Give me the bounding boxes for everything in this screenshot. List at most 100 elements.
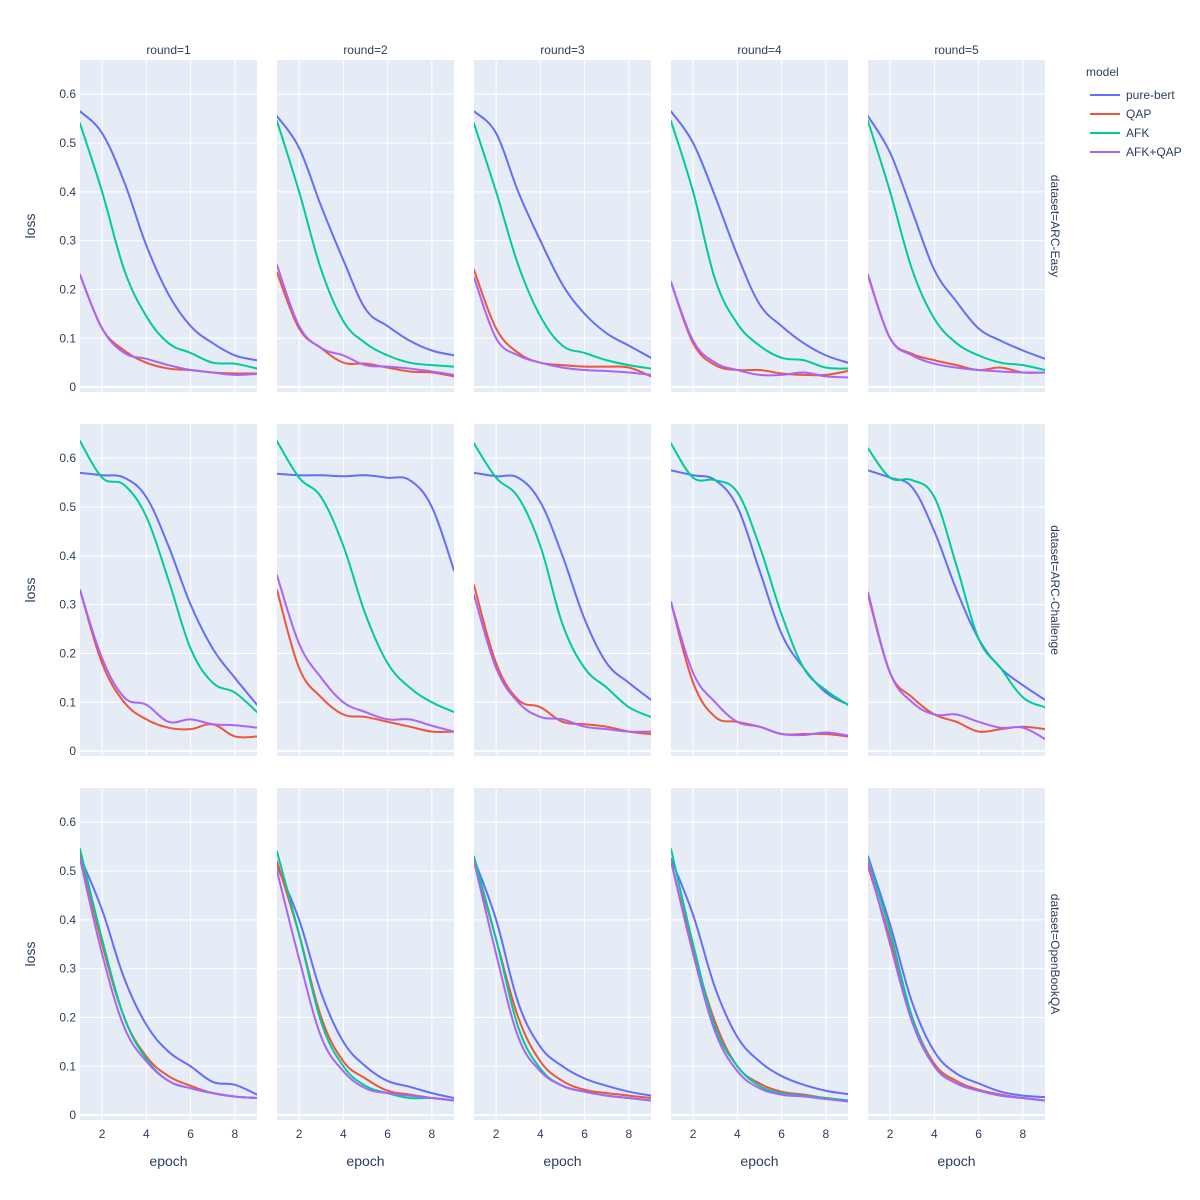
y-axis-title: loss [22, 942, 38, 967]
series-line-afk [80, 440, 257, 714]
x-tick-label: 4 [734, 1127, 741, 1141]
y-tick-label: 0.1 [59, 331, 76, 345]
series-line-qap [277, 589, 454, 733]
series-line-pure-bert [868, 115, 1045, 360]
panel-1-3 [671, 424, 848, 756]
panel-1-0 [80, 424, 257, 756]
panel-0-2 [474, 60, 651, 392]
series-line-pure-bert [474, 857, 651, 1097]
panel-background [671, 424, 848, 756]
y-tick-label: 0.4 [59, 549, 76, 563]
panel-lines [474, 442, 651, 736]
series-line-pure-bert [868, 855, 1045, 1099]
panel-background [277, 788, 454, 1120]
x-tick-label: 2 [296, 1127, 303, 1141]
row-label: dataset=OpenBookQA [1048, 894, 1062, 1014]
series-line-afk-qap [474, 593, 651, 733]
panel-2-4 [868, 788, 1045, 1120]
series-line-afk [671, 120, 848, 370]
x-axis-title: epoch [740, 1153, 778, 1169]
panel-lines [868, 447, 1045, 740]
series-line-pure-bert [80, 471, 257, 706]
panel-lines [80, 440, 257, 739]
legend-title: model [1086, 65, 1119, 79]
series-line-afk [277, 440, 454, 714]
y-tick-label: 0 [69, 380, 76, 394]
y-tick-label: 0.1 [59, 695, 76, 709]
series-line-pure-bert [671, 857, 848, 1096]
series-line-qap [80, 589, 257, 739]
x-tick-label: 6 [581, 1127, 588, 1141]
series-line-afk-qap [474, 860, 651, 1102]
x-tick-label: 2 [493, 1127, 500, 1141]
panel-2-0 [80, 788, 257, 1120]
x-tick-label: 2 [887, 1127, 894, 1141]
panel-background [277, 424, 454, 756]
series-line-afk [868, 447, 1045, 709]
x-tick-label: 2 [690, 1127, 697, 1141]
column-label: round=1 [146, 43, 191, 57]
y-tick-label: 0.5 [59, 864, 76, 878]
series-line-afk-qap [277, 870, 454, 1102]
series-line-afk-qap [80, 857, 257, 1100]
x-tick-label: 6 [187, 1127, 194, 1141]
y-tick-label: 0.6 [59, 87, 76, 101]
panel-lines [277, 115, 454, 378]
y-tick-label: 0.2 [59, 282, 76, 296]
y-tick-label: 0 [69, 1108, 76, 1122]
series-line-pure-bert [80, 110, 257, 362]
legend-label: pure-bert [1126, 88, 1175, 102]
series-line-afk-qap [277, 264, 454, 376]
series-line-afk-qap [80, 589, 257, 729]
y-tick-label: 0.5 [59, 500, 76, 514]
panel-lines [277, 440, 454, 733]
y-tick-label: 0.2 [59, 646, 76, 660]
panel-lines [474, 110, 651, 378]
panel-lines [474, 855, 651, 1102]
legend-label: AFK [1126, 126, 1149, 140]
series-line-pure-bert [277, 115, 454, 357]
panel-lines [80, 110, 257, 376]
column-label: round=3 [540, 43, 585, 57]
y-tick-label: 0.6 [59, 451, 76, 465]
series-line-pure-bert [277, 865, 454, 1100]
series-line-afk [474, 122, 651, 370]
x-tick-label: 8 [429, 1127, 436, 1141]
x-tick-label: 2 [99, 1127, 106, 1141]
series-line-afk-qap [80, 273, 257, 376]
panel-lines [868, 855, 1045, 1102]
x-tick-label: 8 [1020, 1127, 1027, 1141]
x-axis-title: epoch [346, 1153, 384, 1169]
x-axis-title: epoch [543, 1153, 581, 1169]
series-line-afk [80, 122, 257, 370]
panel-background [474, 60, 651, 392]
panel-2-3 [671, 788, 848, 1120]
y-tick-label: 0.4 [59, 185, 76, 199]
x-axis-title: epoch [937, 1153, 975, 1169]
panel-0-1 [277, 60, 454, 392]
panel-0-3 [671, 60, 848, 392]
series-line-afk-qap [671, 860, 848, 1103]
series-line-pure-bert [474, 471, 651, 701]
series-line-afk-qap [671, 601, 848, 737]
column-label: round=5 [934, 43, 979, 57]
series-line-qap [474, 268, 651, 378]
panel-background [80, 424, 257, 756]
panel-lines [868, 115, 1045, 374]
series-line-afk [868, 120, 1045, 372]
panel-2-1 [277, 788, 454, 1120]
y-tick-label: 0.4 [59, 913, 76, 927]
panel-lines [671, 848, 848, 1103]
x-tick-label: 6 [975, 1127, 982, 1141]
x-tick-label: 4 [931, 1127, 938, 1141]
series-line-afk [671, 442, 848, 706]
series-line-afk [474, 442, 651, 718]
y-tick-label: 0.5 [59, 136, 76, 150]
y-tick-label: 0.3 [59, 598, 76, 612]
panel-1-2 [474, 424, 651, 756]
panel-2-2 [474, 788, 651, 1120]
series-line-afk-qap [277, 574, 454, 733]
legend-label: AFK+QAP [1126, 145, 1182, 159]
series-line-afk-qap [868, 591, 1045, 740]
